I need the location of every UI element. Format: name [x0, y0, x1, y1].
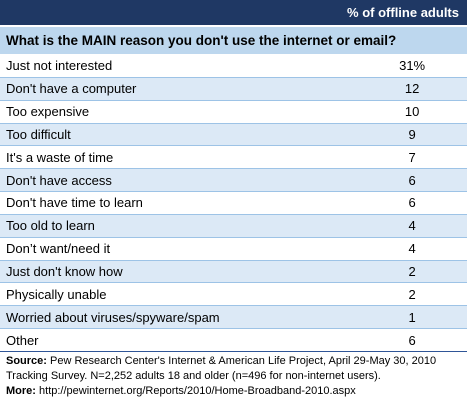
row-label: It's a waste of time	[6, 149, 114, 165]
row-value: 6	[408, 332, 416, 348]
row-value: 2	[408, 264, 416, 280]
row-label: Don’t want/need it	[6, 241, 111, 257]
row-value: 2	[408, 286, 416, 302]
column-header: % of offline adults	[0, 0, 467, 25]
source-text: Pew Research Center's Internet & America…	[6, 355, 437, 382]
row-label: Just don't know how	[6, 264, 123, 280]
source-note: Source: Pew Research Center's Internet &…	[6, 354, 464, 384]
table-row: Don't have access 6	[0, 168, 467, 192]
row-value: 4	[408, 218, 416, 234]
row-value: 4	[408, 241, 416, 257]
question-title: What is the MAIN reason you don't use th…	[0, 27, 467, 54]
table-row: Physically unable 2	[0, 282, 467, 305]
table-row: It's a waste of time 7	[0, 145, 467, 168]
source-label: Source:	[6, 355, 47, 367]
row-value: 31%	[399, 57, 426, 73]
more-text: http://pewinternet.org/Reports/2010/Home…	[39, 385, 356, 397]
row-label: Don't have time to learn	[6, 195, 143, 211]
table-row: Just don't know how 2	[0, 259, 467, 283]
row-value: 12	[404, 81, 420, 97]
row-label: Too old to learn	[6, 218, 95, 234]
row-value: 6	[408, 172, 416, 188]
row-value: 10	[404, 104, 420, 120]
row-label: Don't have access	[6, 172, 112, 188]
row-label: Too difficult	[6, 126, 71, 142]
row-label: Just not interested	[6, 57, 113, 73]
table-row: Don't have time to learn 6	[0, 191, 467, 214]
table-row: Too old to learn 4	[0, 213, 467, 237]
more-note: More: http://pewinternet.org/Reports/201…	[6, 384, 464, 399]
row-label: Too expensive	[6, 104, 90, 120]
table-row: Too difficult 9	[0, 122, 467, 146]
table-row: Too expensive 10	[0, 99, 467, 123]
row-label: Don't have a computer	[6, 81, 137, 97]
row-value: 1	[408, 309, 416, 325]
table-row: Just not interested 31%	[0, 54, 467, 77]
table-row: Don't have a computer 12	[0, 76, 467, 100]
row-label: Physically unable	[6, 286, 107, 302]
more-label: More:	[6, 385, 36, 397]
table-row: Other 6	[0, 328, 467, 351]
footnote: Source: Pew Research Center's Internet &…	[6, 354, 464, 399]
row-value: 9	[408, 126, 416, 142]
row-value: 6	[408, 195, 416, 211]
table-row: Don’t want/need it 4	[0, 236, 467, 260]
table-row: Worried about viruses/spyware/spam 1	[0, 305, 467, 329]
row-value: 7	[408, 149, 416, 165]
row-label: Other	[6, 332, 39, 348]
data-table: Just not interested 31% Don't have a compu…	[0, 54, 467, 352]
row-label: Worried about viruses/spyware/spam	[6, 309, 220, 325]
